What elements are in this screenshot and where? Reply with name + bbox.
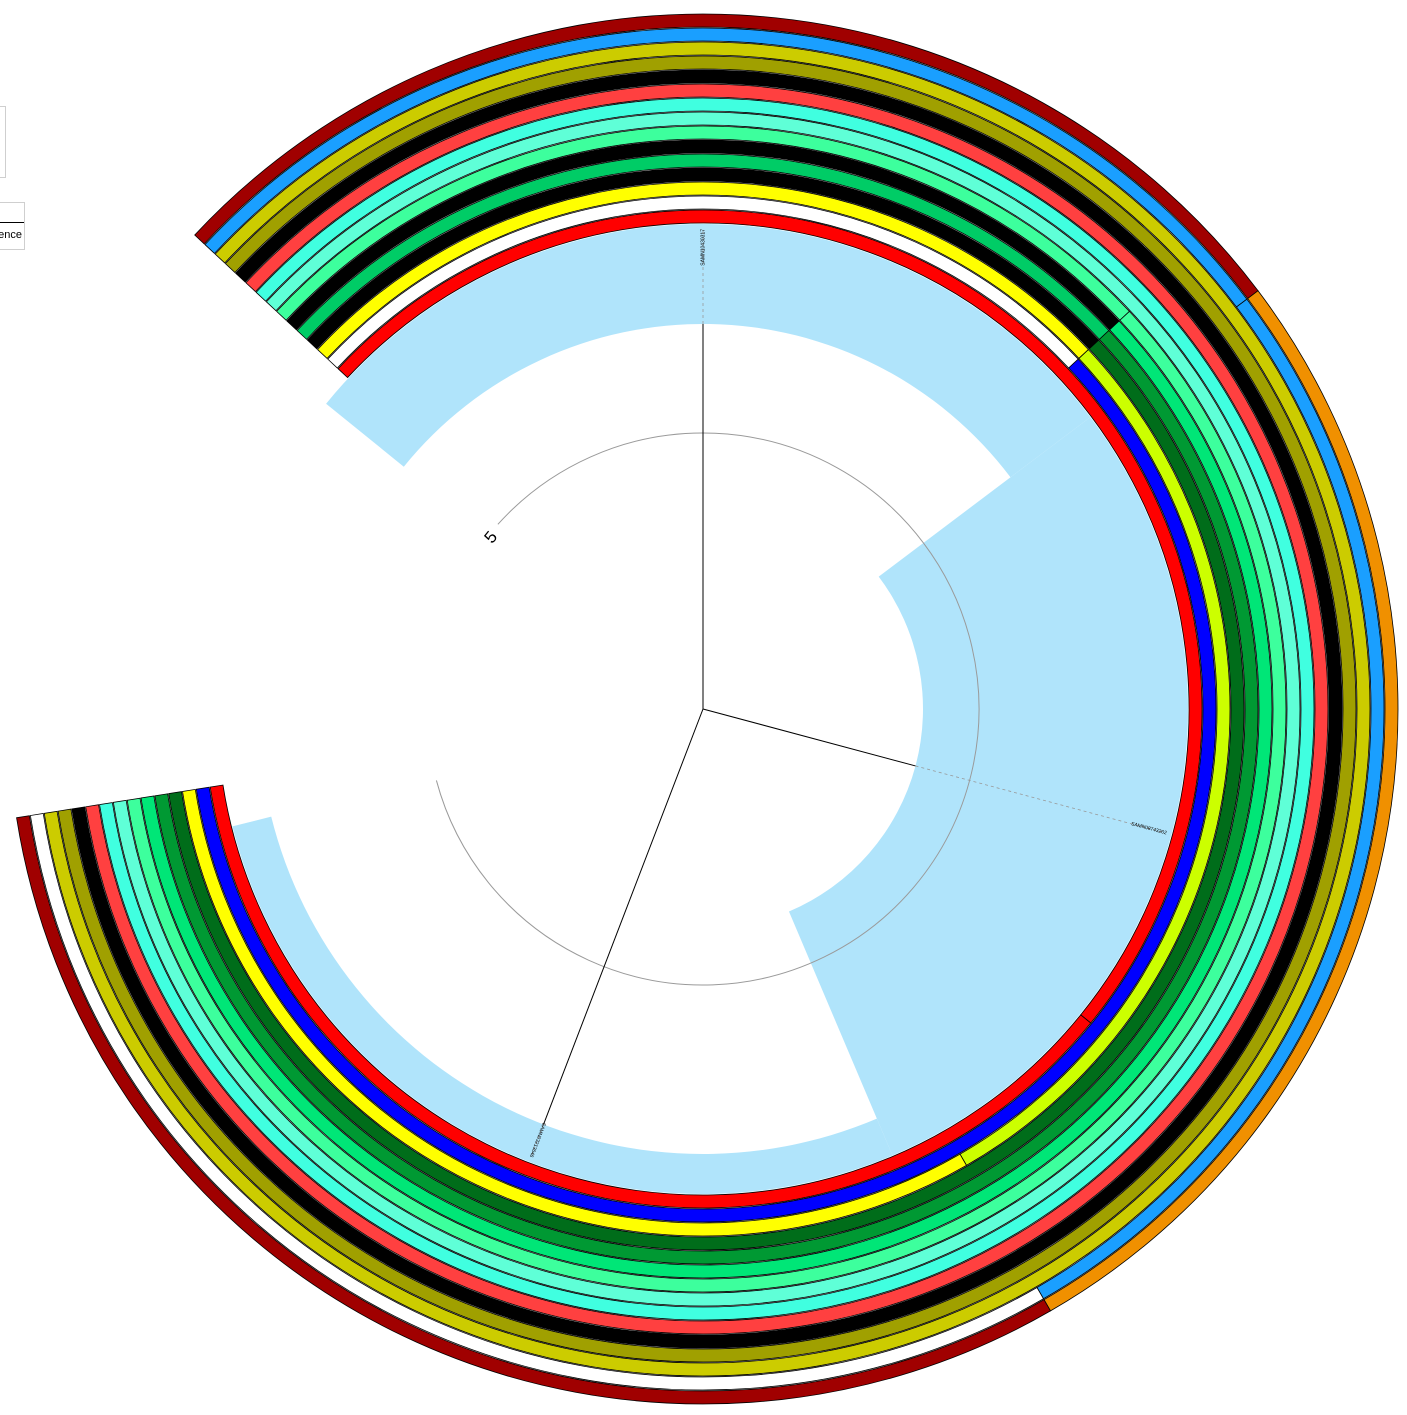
clade-highlight-layer [232, 223, 1188, 1194]
ring-12-segment-1 [57, 55, 1357, 1363]
ring-10-segment-1 [85, 83, 1329, 1335]
branch-extension-leaf-2 [915, 765, 1165, 834]
ring-6-segment-2 [140, 320, 1273, 1279]
ring-8-segment-1 [112, 111, 1301, 1307]
ring-1-segment-2 [209, 784, 1092, 1209]
branch-leaf-2 [702, 708, 916, 767]
legend-label: ence [0, 229, 22, 241]
ring-2-segment-2 [195, 358, 1217, 1223]
highlight-bottom [232, 816, 893, 1194]
leaf-label-leaf-1: SAMN10430317 [700, 229, 706, 266]
ring-13-segment-1 [43, 41, 1371, 1377]
branch-leaf-3 [543, 708, 704, 1125]
scale-label: 5 [480, 528, 501, 547]
legend-divider [0, 222, 24, 223]
ring-9-segment-1 [99, 97, 1315, 1321]
ring-3-segment-3 [182, 788, 968, 1237]
ring-14-segment-3 [29, 813, 1045, 1391]
scale-arc [435, 432, 980, 986]
ring-4-segment-2 [168, 339, 1245, 1251]
ring-15-segment-3 [16, 815, 1052, 1405]
legend-box: ence [0, 202, 25, 250]
tree-branches [531, 231, 1165, 1156]
ring-5-segment-2 [154, 329, 1259, 1265]
highlight-top [326, 223, 1091, 478]
ring-11-segment-1 [71, 69, 1343, 1349]
ring-7-segment-2 [126, 310, 1287, 1293]
highlight-right [788, 417, 1188, 1156]
legend-box-top [0, 106, 6, 178]
annotation-rings [16, 13, 1399, 1405]
